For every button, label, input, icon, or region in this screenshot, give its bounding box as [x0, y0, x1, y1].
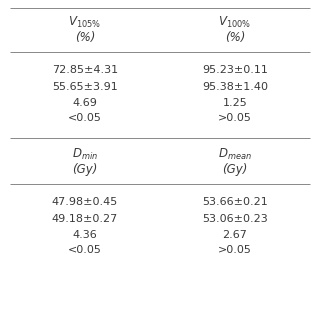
Text: 47.98±0.45: 47.98±0.45: [52, 197, 118, 207]
Text: 2.67: 2.67: [223, 230, 247, 240]
Text: 95.38±1.40: 95.38±1.40: [202, 82, 268, 92]
Text: <0.05: <0.05: [68, 245, 102, 255]
Text: 4.36: 4.36: [73, 230, 97, 240]
Text: 1.25: 1.25: [223, 98, 247, 108]
Text: >0.05: >0.05: [218, 245, 252, 255]
Text: $V_{105\%}$: $V_{105\%}$: [68, 14, 101, 29]
Text: 49.18±0.27: 49.18±0.27: [52, 214, 118, 224]
Text: (%): (%): [75, 31, 95, 44]
Text: (Gy): (Gy): [222, 164, 248, 177]
Text: 53.06±0.23: 53.06±0.23: [202, 214, 268, 224]
Text: $V_{100\%}$: $V_{100\%}$: [219, 14, 252, 29]
Text: 72.85±4.31: 72.85±4.31: [52, 65, 118, 75]
Text: 53.66±0.21: 53.66±0.21: [202, 197, 268, 207]
Text: (%): (%): [225, 31, 245, 44]
Text: >0.05: >0.05: [218, 113, 252, 123]
Text: (Gy): (Gy): [72, 164, 98, 177]
Text: 95.23±0.11: 95.23±0.11: [202, 65, 268, 75]
Text: <0.05: <0.05: [68, 113, 102, 123]
Text: $D_{min}$: $D_{min}$: [72, 147, 98, 162]
Text: $D_{mean}$: $D_{mean}$: [218, 147, 252, 162]
Text: 4.69: 4.69: [73, 98, 97, 108]
Text: 55.65±3.91: 55.65±3.91: [52, 82, 118, 92]
